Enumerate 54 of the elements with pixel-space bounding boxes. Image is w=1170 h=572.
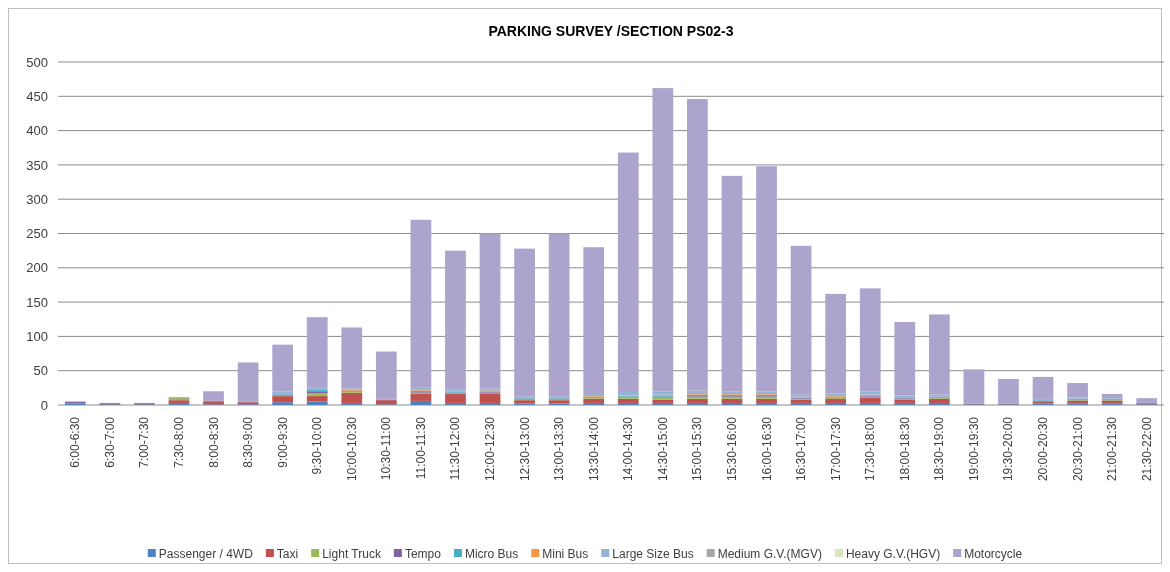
chart-title: PARKING SURVEY /SECTION PS02-3 xyxy=(488,23,734,39)
x-tick-label: 15:30-16:00 xyxy=(724,416,739,482)
legend-label: Motorcycle xyxy=(964,546,1023,561)
x-tick-label: 8:00-8:30 xyxy=(206,416,221,468)
x-tick-label: 15:00-15:30 xyxy=(690,416,705,482)
y-tick-label: 200 xyxy=(26,260,48,276)
x-tick-label: 20:00-20:30 xyxy=(1036,416,1051,482)
legend-label: Heavy G.V.(HGV) xyxy=(845,546,941,561)
y-tick-label: 500 xyxy=(26,54,48,70)
x-tick-label: 7:30-8:00 xyxy=(171,416,186,468)
x-tick-label: 14:00-14:30 xyxy=(621,416,636,482)
x-tick-label: 6:30-7:00 xyxy=(102,416,117,468)
y-tick-label: 400 xyxy=(26,123,48,139)
y-tick-label: 300 xyxy=(26,191,48,207)
y-tick-label: 250 xyxy=(26,226,48,242)
x-tick-label: 9:30-10:00 xyxy=(310,416,325,475)
legend-label: Tempo xyxy=(404,546,442,561)
x-tick-label: 16:30-17:00 xyxy=(794,416,809,482)
x-tick-label: 19:30-20:00 xyxy=(1001,416,1016,482)
legend-label: Mini Bus xyxy=(542,546,589,561)
x-tick-label: 12:30-13:00 xyxy=(517,416,532,482)
x-tick-label: 13:30-14:00 xyxy=(586,416,601,482)
x-tick-label: 17:30-18:00 xyxy=(863,416,878,482)
x-tick-label: 18:30-19:00 xyxy=(932,416,947,482)
x-tick-label: 17:00-17:30 xyxy=(828,416,843,482)
y-tick-label: 150 xyxy=(26,294,48,310)
y-tick-label: 0 xyxy=(40,397,48,413)
x-tick-label: 20:30-21:00 xyxy=(1070,416,1085,482)
x-tick-label: 21:00-21:30 xyxy=(1105,416,1120,482)
y-tick-label: 450 xyxy=(26,88,48,104)
x-tick-label: 13:00-13:30 xyxy=(552,416,567,482)
x-tick-label: 21:30-22:00 xyxy=(1139,416,1154,482)
legend-label: Large Size Bus xyxy=(612,546,694,561)
x-tick-label: 11:00-11:30 xyxy=(413,416,428,480)
x-tick-label: 7:00-7:30 xyxy=(137,416,152,468)
x-tick-label: 18:00-18:30 xyxy=(897,416,912,482)
x-tick-label: 11:30-12:00 xyxy=(448,416,463,481)
legend-label: Passenger / 4WD xyxy=(158,546,254,561)
legend-label: Micro Bus xyxy=(464,546,519,561)
y-tick-label: 350 xyxy=(26,157,48,173)
x-tick-label: 10:30-11:00 xyxy=(379,416,394,481)
x-tick-label: 19:00-19:30 xyxy=(966,416,981,482)
x-tick-label: 16:00-16:30 xyxy=(759,416,774,482)
y-tick-label: 50 xyxy=(33,363,48,379)
x-tick-label: 12:00-12:30 xyxy=(483,416,498,482)
x-tick-label: 10:00-10:30 xyxy=(344,416,359,482)
legend-label: Medium G.V.(MGV) xyxy=(717,546,822,561)
y-tick-label: 100 xyxy=(26,329,48,345)
x-tick-label: 8:30-9:00 xyxy=(241,416,256,468)
x-tick-label: 14:30-15:00 xyxy=(655,416,670,482)
x-tick-label: 9:00-9:30 xyxy=(275,416,290,468)
x-tick-label: 6:00-6:30 xyxy=(68,416,83,468)
legend-label: Taxi xyxy=(276,546,299,561)
legend-label: Light Truck xyxy=(322,546,382,561)
